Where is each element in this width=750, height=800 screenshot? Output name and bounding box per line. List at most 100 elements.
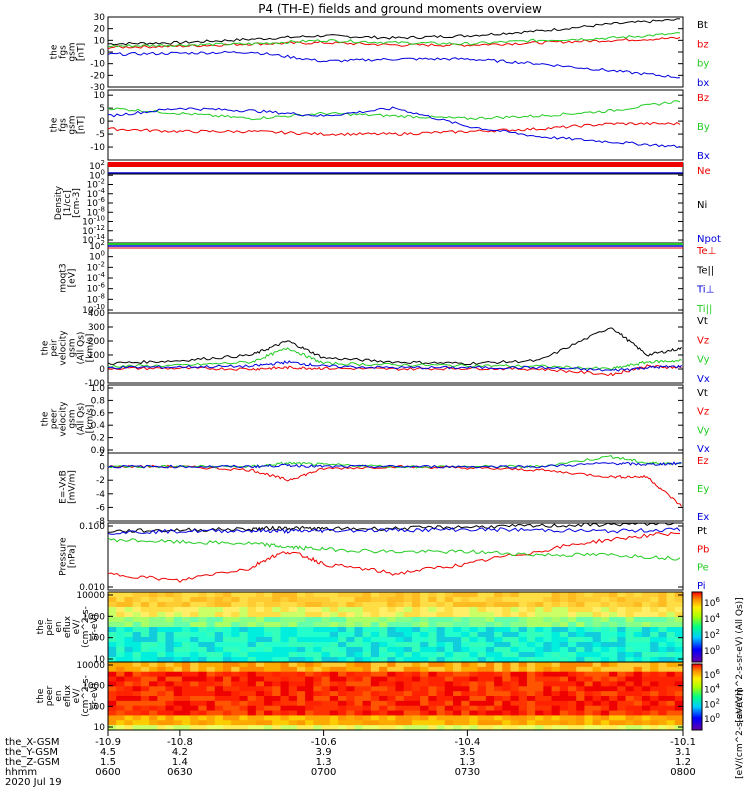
heatmap-cell <box>313 592 323 598</box>
heatmap-cell <box>247 720 257 726</box>
heatmap-cell <box>296 652 306 658</box>
heatmap-cell <box>157 691 167 697</box>
heatmap-cell <box>518 705 528 712</box>
heatmap-cell <box>362 681 372 687</box>
heatmap-cell <box>255 720 265 726</box>
heatmap-cell <box>666 607 676 613</box>
heatmap-cell <box>444 705 454 712</box>
heatmap-cell <box>650 700 659 707</box>
heatmap-cell <box>165 652 175 658</box>
heatmap-cell <box>181 637 191 643</box>
heatmap-cell <box>329 681 339 687</box>
heatmap-cell <box>149 647 158 653</box>
heatmap-cell <box>255 612 265 618</box>
heatmap-cell <box>510 710 520 717</box>
heatmap-cell <box>625 637 635 643</box>
heatmap-cell <box>543 622 553 628</box>
heatmap-cell <box>255 705 265 712</box>
heatmap-cell <box>666 720 676 726</box>
heatmap-cell <box>518 647 528 653</box>
heatmap-cell <box>362 592 372 598</box>
heatmap-cell <box>157 642 167 648</box>
heatmap-cell <box>625 607 635 613</box>
heatmap-cell <box>609 725 618 731</box>
heatmap-cell <box>510 642 520 648</box>
heatmap-cell <box>329 666 339 673</box>
heatmap-cell <box>165 666 175 673</box>
heatmap-cell <box>149 676 158 683</box>
heatmap-cell <box>518 710 528 717</box>
heatmap-cell <box>535 602 544 608</box>
heatmap-cell <box>190 602 199 608</box>
heatmap-cell <box>674 686 684 692</box>
heatmap-cell <box>140 686 150 692</box>
heatmap-cell <box>576 705 586 712</box>
heatmap-cell <box>609 592 618 598</box>
heatmap-cell <box>469 622 479 628</box>
heatmap-cell <box>559 612 569 618</box>
heatmap-cell <box>165 602 175 608</box>
heatmap-cell <box>641 617 651 623</box>
heatmap-cell <box>518 662 528 668</box>
heatmap-cell <box>625 627 635 633</box>
y-axis-label: velocity <box>59 330 69 366</box>
heatmap-cell <box>551 627 561 633</box>
heatmap-cell <box>494 671 503 678</box>
heatmap-cell <box>132 676 142 683</box>
heatmap-cell <box>518 681 528 687</box>
heatmap-cell <box>214 607 224 613</box>
heatmap-cell <box>108 691 117 697</box>
heatmap-cell <box>362 705 372 712</box>
heatmap-cell <box>403 696 413 702</box>
heatmap-cell <box>198 642 208 648</box>
heatmap-cell <box>206 700 216 707</box>
heatmap-cell <box>190 676 199 683</box>
heatmap-cell <box>214 627 224 633</box>
heatmap-cell <box>592 705 602 712</box>
heatmap-cell <box>370 681 380 687</box>
heatmap-cell <box>609 710 618 717</box>
heatmap-cell <box>453 681 462 687</box>
heatmap-cell <box>387 720 397 726</box>
heatmap-cell <box>190 715 199 721</box>
colorbar-label-top: [eV/(cm^2-s-sr-eV) (All Qs)] <box>735 597 745 722</box>
heatmap-cell <box>518 652 528 658</box>
heatmap-cell <box>264 671 273 678</box>
heatmap-cell <box>411 720 421 726</box>
heatmap-cell <box>658 715 668 721</box>
heatmap-cell <box>132 681 142 687</box>
y-tick-label: 0 <box>99 365 105 375</box>
heatmap-cell <box>403 715 413 721</box>
heatmap-cell <box>469 632 479 638</box>
heatmap-cell <box>116 592 126 598</box>
heatmap-cell <box>650 627 659 633</box>
heatmap-cell <box>617 637 627 643</box>
heatmap-cell <box>116 652 126 658</box>
heatmap-cell <box>510 637 520 643</box>
heatmap-cell <box>477 691 487 697</box>
heatmap-cell <box>510 652 520 658</box>
heatmap-cell <box>305 592 314 598</box>
heatmap-cell <box>124 592 134 598</box>
heatmap-cell <box>559 715 569 721</box>
heatmap-cell <box>395 705 405 712</box>
heatmap-cell <box>124 642 134 648</box>
heatmap-cell <box>157 592 167 598</box>
heatmap-cell <box>625 705 635 712</box>
heatmap-cell <box>551 632 561 638</box>
series-bt <box>107 18 681 46</box>
heatmap-cell <box>223 700 232 707</box>
heatmap-cell <box>518 696 528 702</box>
y-axis-label: eflux <box>63 684 73 707</box>
heatmap-cell <box>592 642 602 648</box>
heatmap-cell <box>140 647 150 653</box>
series-bz <box>107 121 681 137</box>
heatmap-cell <box>165 617 175 623</box>
heatmap-cell <box>395 725 405 731</box>
heatmap-cell <box>485 642 495 648</box>
heatmap-cell <box>223 681 232 687</box>
heatmap-cell <box>313 691 323 697</box>
heatmap-cell <box>379 602 388 608</box>
heatmap-cell <box>305 662 314 668</box>
heatmap-cell <box>108 671 117 678</box>
